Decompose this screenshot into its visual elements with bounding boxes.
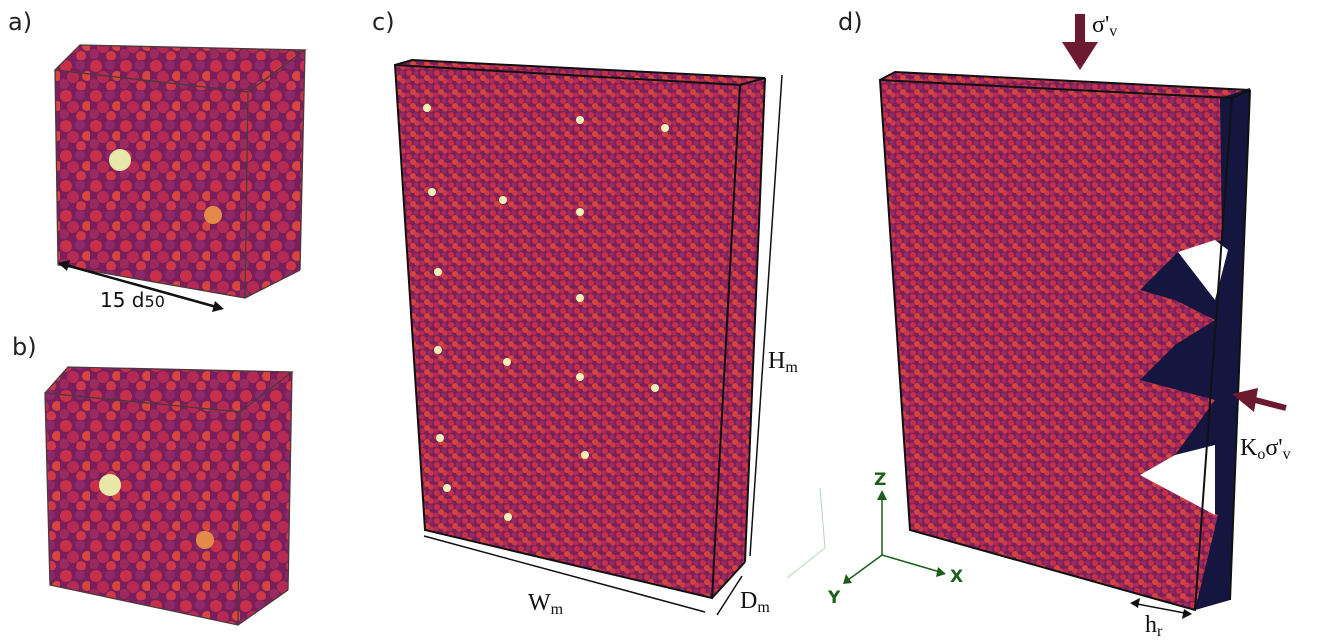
panel-a [55,45,305,312]
height-label: Hm [768,348,798,376]
axis-label: X [950,567,963,587]
width-label: Wm [528,590,564,618]
axis-label: Y [827,588,841,608]
depth-label: Dm [740,588,770,616]
vertical-stress-label: σ'v [1092,12,1117,40]
rib-height-label: hr [1145,612,1163,640]
panel-label: d) [838,8,863,36]
panel-label: c) [372,8,395,36]
panel-d [843,14,1286,619]
panel-b [45,367,292,625]
lateral-stress-label: Koσ'v [1240,435,1291,463]
panel-c [395,60,825,615]
dimension-label: 15 d50 [100,288,165,312]
figure: a) 15 d50 b) c) Wm Dm Hm [0,0,1320,641]
axis-label: Z [874,470,886,490]
panel-label: b) [12,333,37,361]
panel-label: a) [8,8,32,36]
